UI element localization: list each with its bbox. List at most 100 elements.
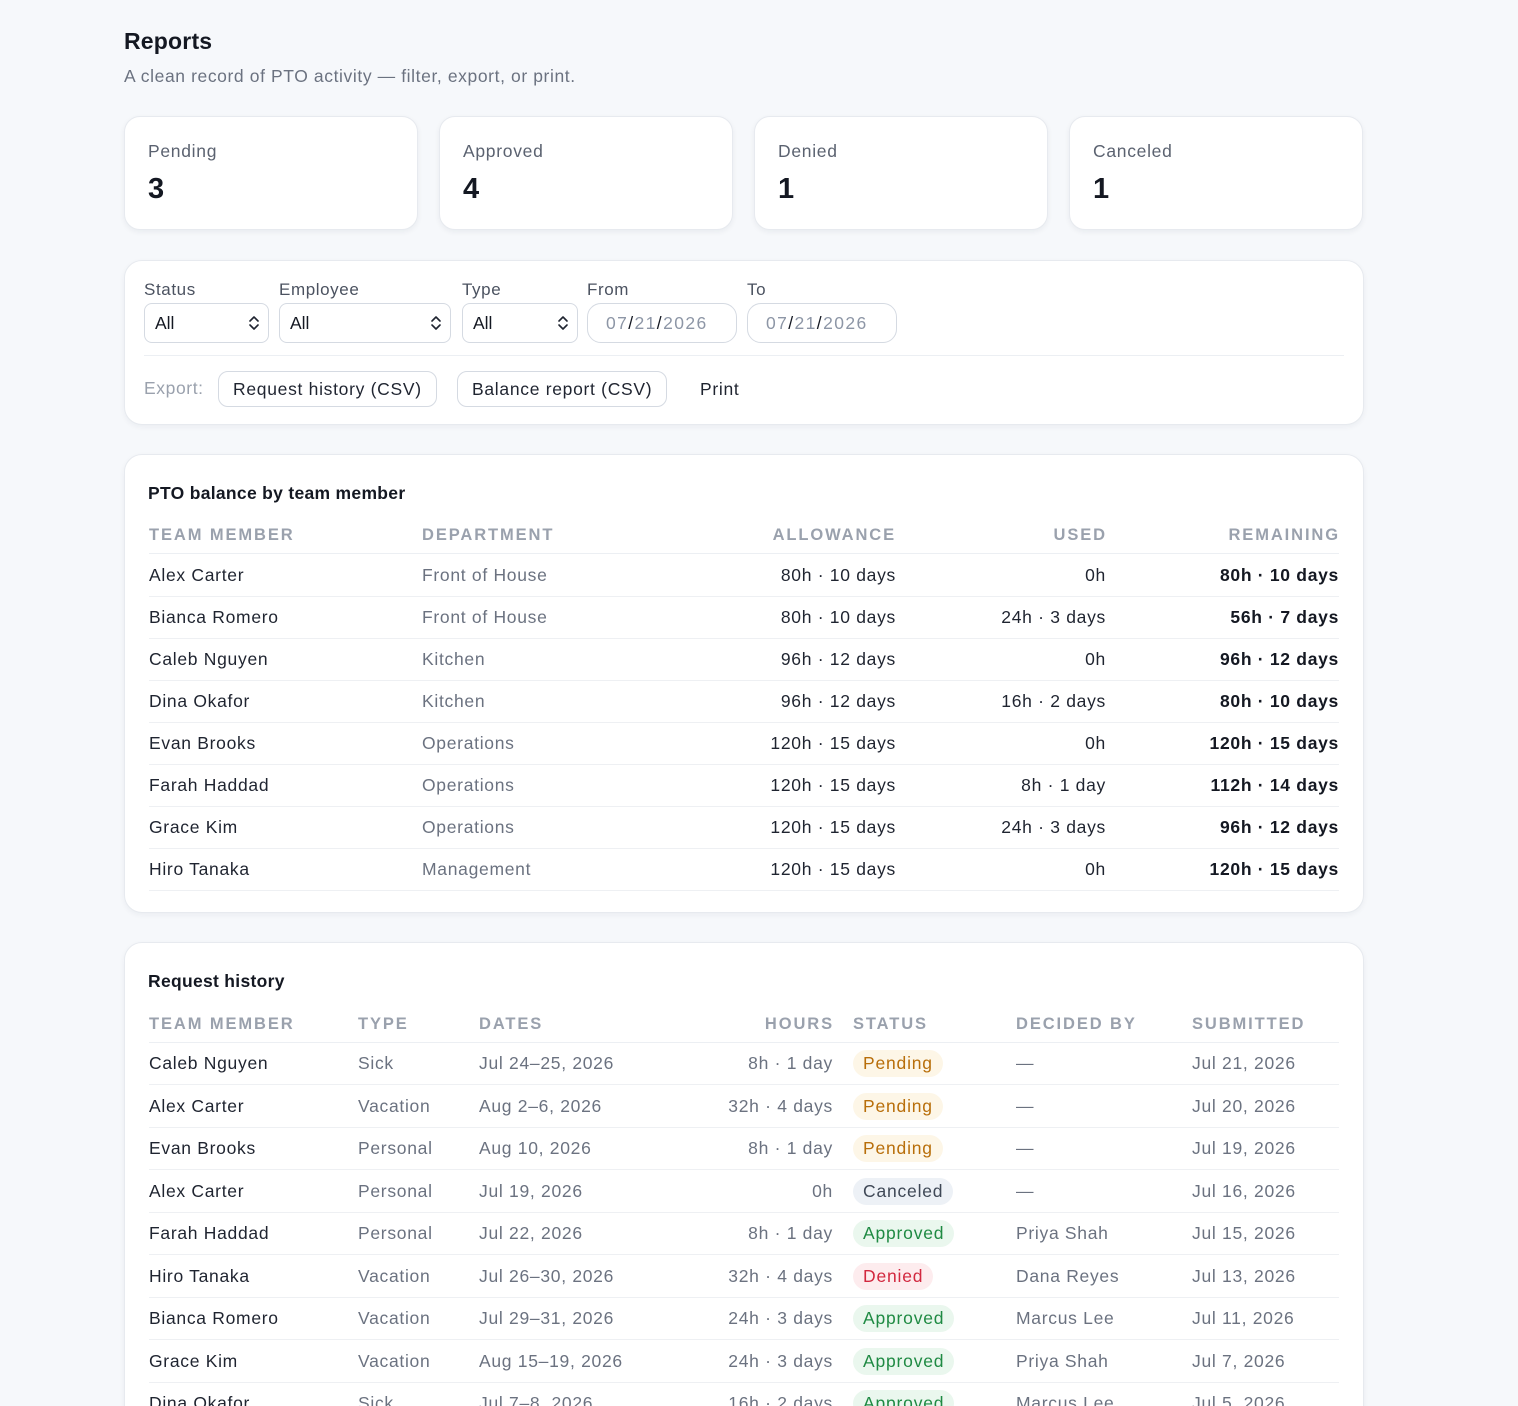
to-date-input[interactable]: 07/21/2026	[747, 303, 897, 343]
department: Kitchen	[422, 691, 486, 711]
export-request-history-button[interactable]: Request history (CSV)	[218, 371, 437, 407]
date-month: 07	[766, 313, 789, 333]
filters-divider	[144, 355, 1344, 356]
request-hours: 0h	[812, 1180, 833, 1201]
history-title: Request history	[148, 971, 285, 991]
employee-select[interactable]: All	[279, 303, 451, 343]
member-name: Evan Brooks	[149, 733, 256, 753]
date-day: 21	[634, 313, 657, 333]
request-hours: 8h · 1 day	[748, 1053, 833, 1073]
member-name: Evan Brooks	[149, 1138, 256, 1158]
print-button[interactable]: Print	[700, 379, 740, 399]
request-hours: 24h · 3 days	[728, 1308, 833, 1328]
submitted-date: Jul 7, 2026	[1192, 1350, 1286, 1371]
member-name: Dina Okafor	[149, 691, 251, 711]
remaining: 56h · 7 days	[1230, 607, 1339, 627]
table-row: Bianca Romero Vacation Jul 29–31, 2026 24h …	[149, 1298, 1339, 1340]
request-dates: Aug 15–19, 2026	[479, 1350, 623, 1371]
department: Front of House	[422, 565, 548, 585]
department: Kitchen	[422, 649, 486, 669]
table-row: Farah Haddad Personal Jul 22, 2026 8h · 1 d…	[149, 1213, 1339, 1255]
to-date-label: To	[747, 280, 767, 299]
table-row: Caleb Nguyen Kitchen 96h · 12 days 0h 96h · …	[149, 639, 1339, 681]
status-filter-label: Status	[144, 280, 196, 299]
decided-by: —	[1016, 1138, 1035, 1158]
table-row: Dina Okafor Kitchen 96h · 12 days 16h · 2 d…	[149, 681, 1339, 723]
type-select[interactable]: All	[462, 303, 578, 343]
summary-card-value: 3	[148, 173, 165, 205]
decided-by: Marcus Lee	[1016, 1393, 1115, 1406]
used: 24h · 3 days	[1001, 607, 1106, 627]
type-filter-label: Type	[462, 280, 502, 299]
request-type: Vacation	[358, 1265, 431, 1286]
member-name: Alex Carter	[149, 565, 245, 585]
status-select[interactable]: All	[144, 303, 269, 343]
balance-table-header: TEAM MEMBER DEPARTMENT ALLOWANCE USED RE…	[149, 518, 1339, 554]
summary-card-approved: Approved 4	[439, 116, 733, 230]
request-type: Vacation	[358, 1350, 431, 1371]
submitted-date: Jul 16, 2026	[1192, 1180, 1296, 1201]
used: 0h	[1085, 859, 1106, 879]
remaining: 112h · 14 days	[1210, 775, 1339, 795]
department: Operations	[422, 817, 515, 837]
submitted-date: Jul 15, 2026	[1192, 1223, 1296, 1243]
decided-by: Priya Shah	[1016, 1350, 1109, 1371]
member-name: Farah Haddad	[149, 1223, 270, 1243]
column-header: ALLOWANCE	[772, 526, 896, 544]
allowance: 120h · 15 days	[770, 859, 896, 879]
used: 0h	[1085, 649, 1106, 669]
request-hours: 8h · 1 day	[748, 1223, 833, 1243]
column-header: DECIDED BY	[1016, 1015, 1137, 1033]
decided-by: —	[1016, 1180, 1035, 1201]
date-month: 07	[606, 313, 629, 333]
request-hours: 32h · 4 days	[728, 1095, 833, 1116]
date-year: 2026	[663, 313, 708, 333]
column-header: DEPARTMENT	[422, 526, 555, 544]
member-name: Grace Kim	[149, 817, 238, 837]
table-row: Alex Carter Personal Jul 19, 2026 0h Cancele…	[149, 1171, 1339, 1213]
remaining: 80h · 10 days	[1219, 691, 1339, 711]
balance-panel: PTO balance by team member TEAM MEMBER D…	[124, 454, 1364, 913]
column-header: HOURS	[764, 1015, 834, 1033]
summary-card-value: 1	[1093, 173, 1110, 205]
department: Operations	[422, 733, 515, 753]
department: Management	[422, 859, 532, 879]
chevron-up-down-icon	[558, 316, 568, 330]
request-dates: Aug 2–6, 2026	[479, 1095, 602, 1116]
request-type: Personal	[358, 1180, 433, 1201]
date-year: 2026	[823, 313, 868, 333]
column-header: REMAINING	[1228, 526, 1340, 544]
employee-select-value: All	[290, 313, 310, 333]
summary-card-label: Pending	[148, 141, 218, 161]
member-name: Bianca Romero	[149, 1308, 279, 1328]
filters-panel: Status All Employee All Type All From 07…	[124, 260, 1364, 425]
status-badge: Pending	[853, 1135, 943, 1162]
type-filter: Type All	[462, 279, 578, 343]
submitted-date: Jul 20, 2026	[1192, 1095, 1296, 1116]
column-header: TYPE	[358, 1015, 409, 1033]
request-dates: Jul 19, 2026	[479, 1180, 583, 1201]
summary-card-label: Denied	[778, 141, 838, 161]
status-badge: Approved	[853, 1220, 955, 1247]
request-dates: Jul 29–31, 2026	[479, 1308, 615, 1328]
summary-card-pending: Pending 3	[124, 116, 418, 230]
decided-by: Priya Shah	[1016, 1223, 1109, 1243]
page-subtitle: A clean record of PTO activity — filter,…	[124, 66, 576, 86]
table-row: Hiro Tanaka Vacation Jul 26–30, 2026 32h · …	[149, 1256, 1339, 1298]
member-name: Hiro Tanaka	[149, 859, 250, 879]
table-row: Alex Carter Vacation Aug 2–6, 2026 32h · 4 …	[149, 1086, 1339, 1128]
column-header: DATES	[479, 1015, 544, 1033]
member-name: Alex Carter	[149, 1095, 245, 1116]
submitted-date: Jul 19, 2026	[1192, 1138, 1296, 1158]
request-dates: Aug 10, 2026	[479, 1138, 592, 1158]
submitted-date: Jul 13, 2026	[1192, 1265, 1296, 1286]
allowance: 80h · 10 days	[780, 607, 896, 627]
request-type: Vacation	[358, 1308, 431, 1328]
export-balance-report-button[interactable]: Balance report (CSV)	[457, 371, 668, 407]
from-date-input[interactable]: 07/21/2026	[587, 303, 737, 343]
request-type: Sick	[358, 1393, 394, 1406]
request-hours: 32h · 4 days	[728, 1265, 833, 1286]
decided-by: —	[1016, 1095, 1035, 1116]
status-badge: Canceled	[853, 1177, 954, 1205]
member-name: Grace Kim	[149, 1350, 238, 1371]
